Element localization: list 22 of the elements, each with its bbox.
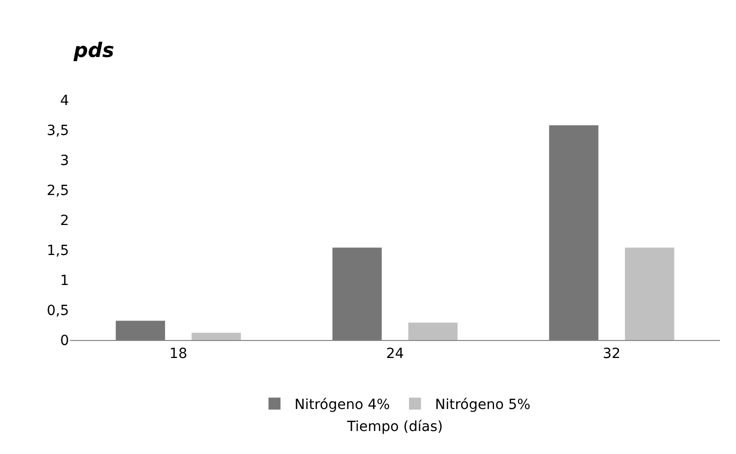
y-tick-label: 1,5 bbox=[46, 242, 69, 259]
y-tick-label: 0,5 bbox=[46, 302, 69, 319]
bar bbox=[549, 125, 598, 340]
x-tick-label: 32 bbox=[602, 346, 621, 362]
bar bbox=[408, 322, 458, 340]
x-axis-title: Tiempo (días) bbox=[346, 419, 443, 436]
y-tick-label: 2,5 bbox=[46, 182, 69, 199]
x-tick-label: 24 bbox=[386, 346, 404, 362]
y-tick-label: 0 bbox=[60, 332, 69, 349]
legend-label: Nitrógeno 4% bbox=[294, 397, 390, 414]
y-tick-label: 3 bbox=[60, 152, 69, 169]
y-tick-label: 4 bbox=[60, 92, 70, 109]
y-tick-label: 1 bbox=[60, 272, 69, 289]
y-tick-label: 2 bbox=[60, 212, 69, 229]
y-tick-label: 3,5 bbox=[46, 122, 69, 139]
legend-label: Nitrógeno 5% bbox=[434, 397, 530, 414]
bar bbox=[624, 248, 674, 340]
bar bbox=[116, 320, 166, 340]
bar bbox=[192, 332, 241, 340]
chart-title: pds bbox=[72, 38, 114, 62]
x-tick-label: 18 bbox=[169, 346, 188, 362]
bar bbox=[332, 248, 382, 340]
